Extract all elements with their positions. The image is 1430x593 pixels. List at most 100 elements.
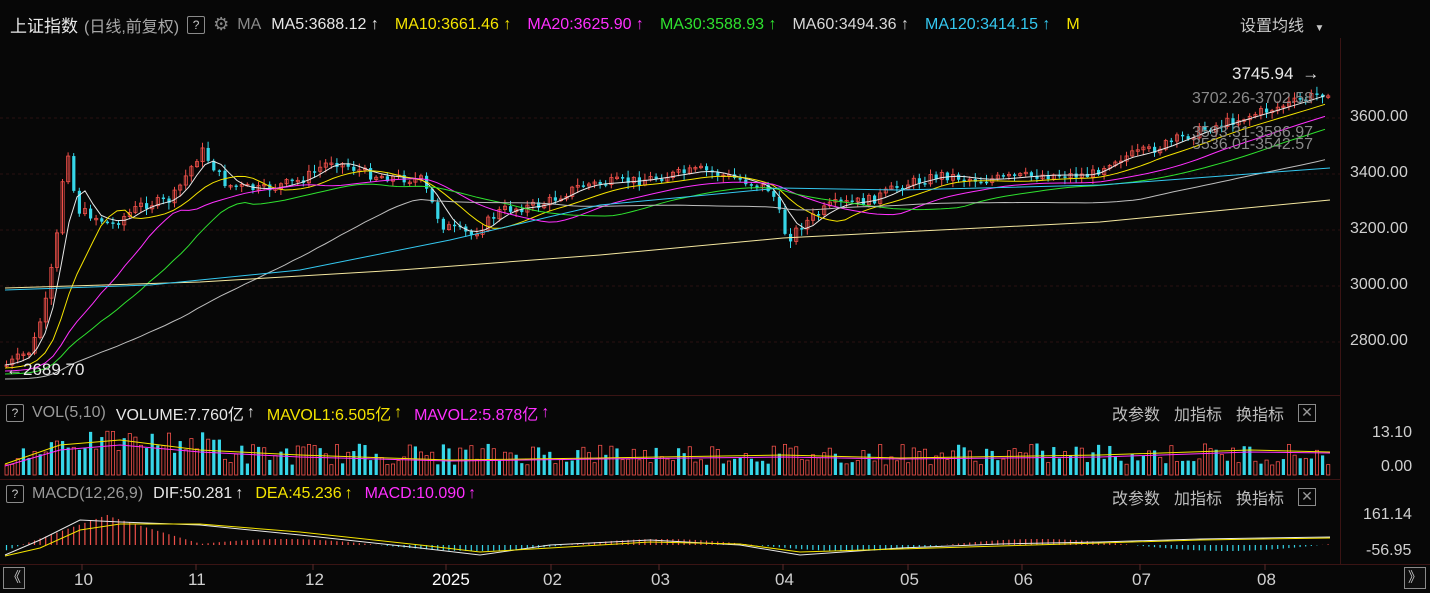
macd-indicator-name[interactable]: MACD(12,26,9) <box>32 485 144 502</box>
candle-body <box>962 179 966 182</box>
chevron-down-icon: ▼ <box>1314 23 1325 34</box>
volume-bar <box>1041 450 1045 475</box>
volume-bar <box>1158 456 1163 476</box>
macd-edit-params-button[interactable]: 改参数 <box>1112 491 1161 508</box>
close-icon[interactable]: ✕ <box>1298 404 1317 422</box>
volume-edit-params-button[interactable]: 改参数 <box>1112 407 1161 424</box>
candle-body <box>800 228 804 230</box>
help-button[interactable]: ? <box>187 15 206 34</box>
mavol1-value: MAVOL1:6.505亿 <box>266 407 392 424</box>
volume-bar <box>643 450 648 476</box>
volume-bar <box>1270 464 1275 476</box>
volume-bar <box>94 448 99 476</box>
volume-bar <box>173 452 177 475</box>
volume-bar <box>1153 450 1157 475</box>
candle-body <box>1253 114 1258 117</box>
volume-bar <box>548 451 552 475</box>
ma-range-2: 3593.31-3586.97 <box>1192 124 1313 141</box>
candle-body <box>772 191 776 197</box>
candle-body <box>676 169 681 173</box>
volume-panel-divider <box>0 479 1340 480</box>
volume-help-button[interactable]: ? <box>6 404 24 422</box>
candle-body <box>631 176 636 184</box>
candle-body <box>822 205 827 215</box>
volume-bar <box>805 459 810 476</box>
macd-switch-indicator-button[interactable]: 换指标 <box>1236 491 1285 508</box>
high-price-label: 3745.94 → <box>1232 64 1319 84</box>
volume-bar <box>743 453 748 476</box>
volume-bar <box>1164 463 1168 475</box>
volume-bar <box>609 445 614 476</box>
candle-body <box>705 166 709 171</box>
close-icon[interactable]: ✕ <box>1298 488 1317 506</box>
macd-help-button[interactable]: ? <box>6 485 24 503</box>
candle-body <box>1281 105 1286 109</box>
candle-body <box>749 184 753 186</box>
ma120-line <box>4 167 1331 291</box>
candle-body <box>1259 108 1264 115</box>
scroll-left-button[interactable]: 《 <box>3 567 25 589</box>
volume-bar <box>945 459 950 476</box>
gear-icon[interactable]: ⚙ <box>213 14 230 34</box>
volume-bar <box>138 444 143 476</box>
candle-body <box>985 181 989 184</box>
candle-body <box>1231 118 1235 125</box>
candle-body <box>43 297 48 323</box>
volume-bar <box>682 453 686 475</box>
time-axis-label: 03 <box>651 570 670 589</box>
scroll-right-button[interactable]: 》 <box>1404 567 1426 589</box>
volume-bar <box>290 464 294 475</box>
volume-bar <box>687 446 692 476</box>
ma-item: M <box>1066 15 1080 33</box>
candle-body <box>1068 173 1073 179</box>
volume-indicator-name[interactable]: VOL(5,10) <box>32 404 106 421</box>
volume-bar <box>598 444 603 476</box>
candle-body <box>502 205 507 210</box>
mavol2-value: MAVOL2:5.878亿 <box>414 407 539 424</box>
volume-bar <box>1225 460 1229 475</box>
volume-bar <box>665 458 670 476</box>
volume-bar <box>133 436 138 476</box>
volume-bar <box>4 464 9 476</box>
volume-bar <box>985 448 989 475</box>
volume-bar <box>279 451 283 475</box>
volume-bar <box>620 459 625 476</box>
candle-body <box>553 197 557 201</box>
volume-bar <box>240 445 244 475</box>
volume-bar <box>1052 447 1056 475</box>
volume-bar <box>61 441 65 475</box>
candle-body <box>1063 176 1067 178</box>
volume-bar <box>323 453 328 476</box>
volume-bar <box>127 433 132 476</box>
candle-body <box>1292 97 1297 103</box>
volume-bar <box>1292 454 1297 476</box>
volume-bar <box>699 459 704 476</box>
volume-bar <box>771 445 776 476</box>
volume-add-indicator-button[interactable]: 加指标 <box>1174 407 1223 424</box>
ma-settings-button[interactable]: 设置均线 ▼ <box>1240 12 1324 36</box>
volume-bar <box>559 459 564 476</box>
volume-switch-indicator-button[interactable]: 换指标 <box>1236 407 1285 424</box>
candle-body <box>1141 146 1146 151</box>
candle-body <box>883 188 888 194</box>
volume-bar <box>1091 452 1095 475</box>
volume-bar <box>861 450 866 476</box>
volume-bar <box>474 458 479 476</box>
candle-body <box>167 198 171 203</box>
candle-body <box>155 197 160 207</box>
candle-body <box>117 223 121 225</box>
volume-bar <box>369 460 373 475</box>
candle-body <box>520 209 524 213</box>
volume-bar <box>715 449 720 476</box>
volume-bar <box>1315 449 1320 476</box>
volume-bar <box>733 458 737 475</box>
volume-bar <box>491 448 496 476</box>
candle-body <box>212 160 216 171</box>
candle-body <box>581 185 585 187</box>
macd-add-indicator-button[interactable]: 加指标 <box>1174 491 1223 508</box>
candle-body <box>1079 173 1084 178</box>
dea-value: DEA:45.236 <box>255 485 342 502</box>
volume-bar <box>889 456 894 476</box>
index-name[interactable]: 上证指数 <box>10 17 78 36</box>
